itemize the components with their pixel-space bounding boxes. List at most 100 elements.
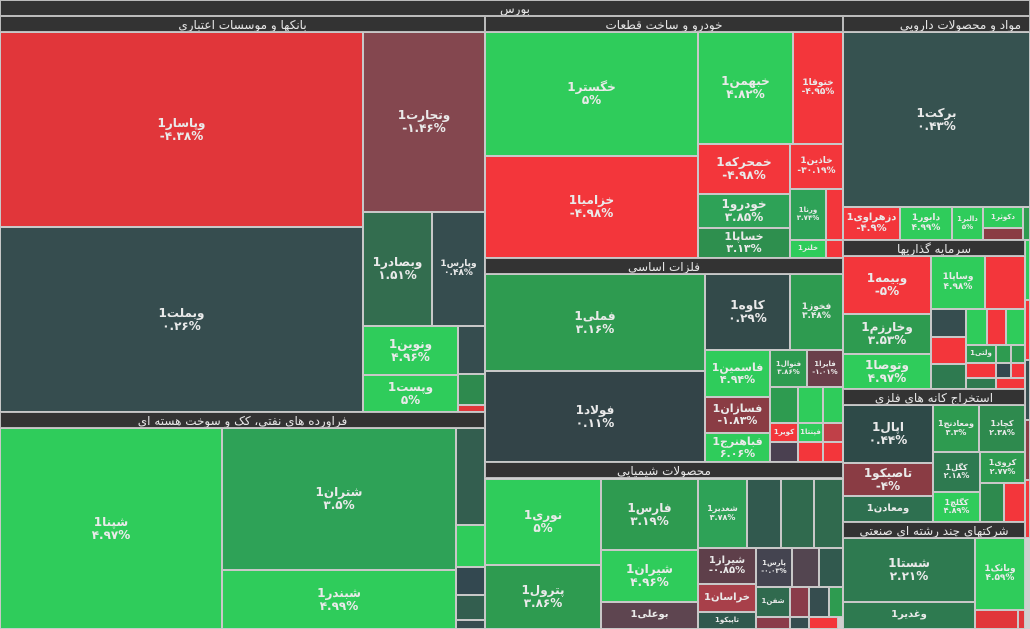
- stock-tile-unlabeled[interactable]: [931, 364, 966, 389]
- stock-tile[interactable]: کچاد1 ۲.۳۸%: [979, 405, 1025, 452]
- stock-tile[interactable]: وپست1 ۵%: [363, 375, 458, 412]
- stock-tile[interactable]: وبملت1 ۰.۲۶%: [0, 227, 363, 412]
- stock-tile[interactable]: وساپا1 ۴.۹۸%: [931, 256, 985, 309]
- stock-tile[interactable]: کویر1: [770, 423, 798, 442]
- stock-tile[interactable]: وبانک1 ۴.۵۹%: [975, 538, 1025, 610]
- stock-tile-unlabeled[interactable]: [456, 525, 485, 567]
- stock-tile-unlabeled[interactable]: [996, 345, 1011, 363]
- stock-tile-unlabeled[interactable]: [747, 479, 781, 548]
- stock-tile[interactable]: شیراز1 -۰.۸۵%: [698, 548, 756, 584]
- stock-tile[interactable]: فارس1 ۳.۱۹%: [601, 479, 698, 550]
- stock-tile-unlabeled[interactable]: [1025, 480, 1030, 538]
- stock-tile[interactable]: فولاد1 ۰.۱۱%: [485, 371, 705, 462]
- stock-tile[interactable]: خگستر1 ۵%: [485, 32, 698, 156]
- stock-tile[interactable]: خلنر1: [790, 240, 826, 258]
- sector-header-banks[interactable]: بانکها و موسسات اعتباری: [0, 16, 485, 32]
- stock-tile-unlabeled[interactable]: [826, 189, 843, 240]
- stock-tile-unlabeled[interactable]: [790, 587, 809, 617]
- stock-tile[interactable]: خودرو1 ۳.۸۵%: [698, 194, 790, 228]
- stock-tile-unlabeled[interactable]: [975, 610, 1018, 629]
- stock-tile-unlabeled[interactable]: [1025, 300, 1030, 360]
- stock-tile[interactable]: فباهنرج1 ۶.۰۶%: [705, 433, 770, 462]
- stock-tile-unlabeled[interactable]: [1025, 420, 1030, 480]
- stock-tile[interactable]: ومعادن1: [843, 496, 933, 522]
- stock-tile[interactable]: پترول1 ۳.۸۶%: [485, 565, 601, 629]
- sector-header-auto[interactable]: خودرو و ساخت قطعات: [485, 16, 843, 32]
- stock-tile[interactable]: تاپیکو1: [698, 612, 756, 629]
- stock-tile-unlabeled[interactable]: [809, 587, 829, 617]
- stock-tile[interactable]: خبهمن1 ۴.۸۲%: [698, 32, 793, 144]
- sector-header-refinery[interactable]: فراورده های نفتی، کک و سوخت هسته ای: [0, 412, 485, 428]
- stock-tile[interactable]: شبندر1 ۴.۹۹%: [222, 570, 456, 629]
- stock-tile[interactable]: ونوین1 ۴.۹۶%: [363, 326, 458, 375]
- stock-tile[interactable]: فایرا1 -۱.۰۱%: [807, 350, 843, 387]
- stock-tile[interactable]: وپارس1 ۰.۴۸%: [432, 212, 485, 326]
- stock-tile-unlabeled[interactable]: [966, 378, 996, 389]
- stock-tile[interactable]: کگلچ1 ۴.۸۹%: [933, 492, 980, 522]
- stock-tile-unlabeled[interactable]: [792, 548, 819, 587]
- stock-tile[interactable]: وتجارت1 -۱.۴۶%: [363, 32, 485, 212]
- stock-tile[interactable]: خاذین1 -۳۰.۱۹%: [790, 144, 843, 189]
- stock-tile-unlabeled[interactable]: [823, 387, 843, 423]
- stock-tile[interactable]: خمحرکه1 -۴.۹۸%: [698, 144, 790, 194]
- stock-tile[interactable]: کگل1 ۲.۱۸%: [933, 452, 980, 492]
- stock-tile[interactable]: دابور1 ۴.۹۹%: [900, 207, 952, 240]
- stock-tile-unlabeled[interactable]: [456, 567, 485, 595]
- stock-tile[interactable]: اپال1 ۰.۴۴%: [843, 405, 933, 463]
- stock-tile-unlabeled[interactable]: [996, 363, 1011, 378]
- stock-tile-unlabeled[interactable]: [458, 405, 485, 412]
- sector-header-pharma[interactable]: مواد و محصولات دارویی: [843, 16, 1030, 32]
- stock-tile[interactable]: بوعلی1: [601, 602, 698, 629]
- stock-tile-unlabeled[interactable]: [798, 387, 823, 423]
- stock-tile[interactable]: وتوصا1 ۴.۹۷%: [843, 354, 931, 389]
- stock-tile[interactable]: دکوثر1: [983, 207, 1023, 228]
- sector-header-mining[interactable]: استخراج کانه های فلزی: [843, 389, 1025, 405]
- stock-tile-unlabeled[interactable]: [823, 423, 843, 442]
- stock-tile-unlabeled[interactable]: [458, 374, 485, 405]
- stock-tile-unlabeled[interactable]: [1025, 240, 1030, 300]
- stock-tile[interactable]: فنوال1 ۳.۸۶%: [770, 350, 807, 387]
- stock-tile-unlabeled[interactable]: [781, 479, 814, 548]
- stock-tile-unlabeled[interactable]: [819, 548, 843, 587]
- stock-tile[interactable]: شفن1: [756, 587, 790, 617]
- stock-tile[interactable]: شغدیر1 ۳.۷۸%: [698, 479, 747, 548]
- stock-tile[interactable]: ومعادنج1 ۳.۳%: [933, 405, 979, 452]
- stock-tile[interactable]: فملی1 ۳.۱۶%: [485, 274, 705, 371]
- stock-tile[interactable]: وغدیر1: [843, 602, 975, 629]
- stock-tile[interactable]: دزهراوی1 -۴.۹%: [843, 207, 900, 240]
- sector-header-multi-industry[interactable]: شرکتهای چند رشته ای صنعتی: [843, 522, 1025, 538]
- stock-tile[interactable]: وخارزم1 ۳.۵۳%: [843, 314, 931, 354]
- stock-tile[interactable]: کاوه1 ۰.۲۹%: [705, 274, 790, 350]
- stock-tile-unlabeled[interactable]: [814, 479, 843, 548]
- stock-tile[interactable]: ولتی1: [966, 345, 996, 363]
- stock-tile-unlabeled[interactable]: [980, 483, 1004, 522]
- stock-tile-unlabeled[interactable]: [456, 595, 485, 620]
- stock-tile[interactable]: وبصادر1 ۱.۵۱%: [363, 212, 432, 326]
- stock-tile-unlabeled[interactable]: [756, 617, 790, 629]
- stock-tile-unlabeled[interactable]: [458, 326, 485, 374]
- stock-tile[interactable]: فسازان1 -۱.۸۳%: [705, 397, 770, 433]
- stock-tile-unlabeled[interactable]: [966, 309, 987, 345]
- stock-tile-unlabeled[interactable]: [809, 617, 838, 629]
- stock-tile-unlabeled[interactable]: [456, 428, 485, 525]
- sector-header-metals[interactable]: فلزات اساسی: [485, 258, 843, 274]
- stock-tile-unlabeled[interactable]: [826, 240, 843, 258]
- stock-tile[interactable]: وبیمه1 -۵%: [843, 256, 931, 314]
- stock-tile[interactable]: فاسمین1 ۴.۹۴%: [705, 350, 770, 397]
- stock-tile-unlabeled[interactable]: [931, 309, 966, 337]
- stock-tile-unlabeled[interactable]: [996, 378, 1025, 389]
- stock-tile[interactable]: شتران1 ۳.۵%: [222, 428, 456, 570]
- stock-tile-unlabeled[interactable]: [1018, 610, 1025, 629]
- stock-tile-unlabeled[interactable]: [1023, 207, 1030, 240]
- stock-tile[interactable]: کروی1 ۲.۷۷%: [980, 452, 1025, 483]
- stock-tile[interactable]: وپاسار1 -۴.۳۸%: [0, 32, 363, 227]
- stock-tile[interactable]: پارس1 -۰.۰۳%: [756, 548, 792, 587]
- stock-tile-unlabeled[interactable]: [1011, 345, 1025, 363]
- stock-tile[interactable]: نوری1 ۵%: [485, 479, 601, 565]
- stock-tile[interactable]: دالبر1 ۵%: [952, 207, 983, 240]
- stock-tile[interactable]: ختوقا1 -۴.۹۵%: [793, 32, 843, 144]
- stock-tile[interactable]: شستا1 ۲.۲۱%: [843, 538, 975, 602]
- stock-tile[interactable]: خساپا1 ۳.۱۳%: [698, 228, 790, 258]
- stock-tile[interactable]: تاصیکو1 -۴%: [843, 463, 933, 496]
- stock-tile-unlabeled[interactable]: [1011, 363, 1025, 378]
